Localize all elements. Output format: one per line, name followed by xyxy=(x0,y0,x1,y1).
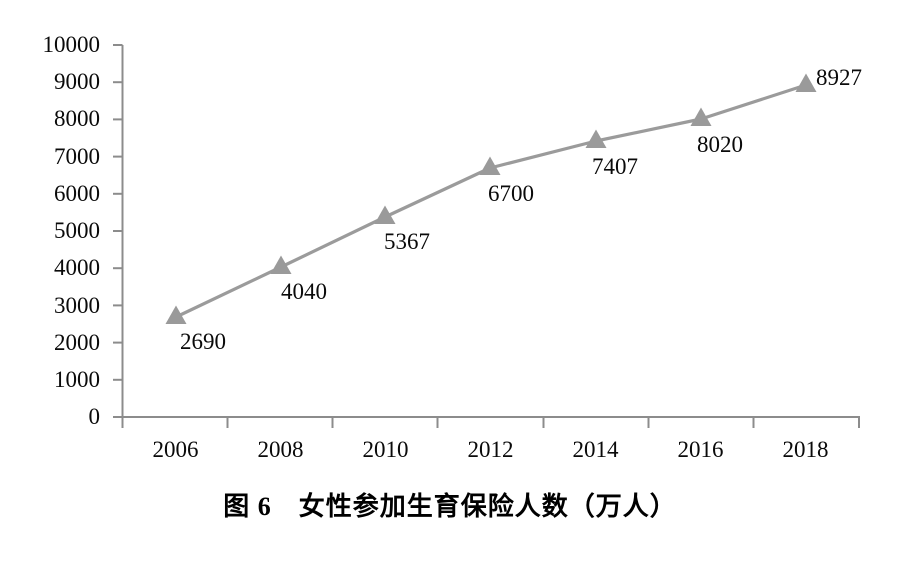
data-point-label-2012: 6700 xyxy=(488,181,534,206)
x-tick-label-2014: 2014 xyxy=(572,437,619,462)
chart-axes xyxy=(121,45,860,418)
data-point-label-2006: 2690 xyxy=(180,329,226,354)
y-tick-label: 8000 xyxy=(54,106,100,131)
y-tick-label: 5000 xyxy=(54,218,100,243)
y-tick-label: 4000 xyxy=(54,255,100,280)
data-point-marker xyxy=(690,107,712,126)
x-tick-label-2008: 2008 xyxy=(257,437,304,462)
x-tick-label-2012: 2012 xyxy=(467,437,514,462)
y-tick-label: 10000 xyxy=(42,32,101,57)
x-tick-label-2006: 2006 xyxy=(152,437,199,462)
y-tick-label: 1000 xyxy=(54,367,100,392)
data-point-marker xyxy=(479,156,501,175)
data-point-label-2008: 4040 xyxy=(281,279,327,304)
y-tick-label: 3000 xyxy=(54,293,100,318)
data-point-label-2016: 8020 xyxy=(697,132,743,157)
data-point-label-2014: 7407 xyxy=(592,154,638,179)
data-point-label-2018: 8927 xyxy=(816,65,862,90)
data-point-marker xyxy=(795,73,817,92)
y-tick-label: 2000 xyxy=(54,330,100,355)
y-axis-ticks xyxy=(113,44,123,418)
x-tick-label-2010: 2010 xyxy=(362,437,409,462)
x-tick-label-2018: 2018 xyxy=(782,437,829,462)
y-tick-label: 6000 xyxy=(54,181,100,206)
data-point-markers xyxy=(165,73,817,324)
data-point-label-2010: 5367 xyxy=(384,229,430,254)
y-tick-label: 0 xyxy=(88,404,101,429)
x-axis-ticks xyxy=(121,417,860,428)
data-point-marker xyxy=(585,129,607,148)
data-point-marker xyxy=(270,255,292,274)
x-tick-label-2016: 2016 xyxy=(677,437,724,462)
data-point-marker xyxy=(165,305,187,324)
data-point-marker xyxy=(374,205,396,224)
y-tick-label: 7000 xyxy=(54,144,100,169)
chart-title: 图 6 女性参加生育保险人数（万人） xyxy=(223,492,677,521)
y-tick-label: 9000 xyxy=(54,69,100,94)
